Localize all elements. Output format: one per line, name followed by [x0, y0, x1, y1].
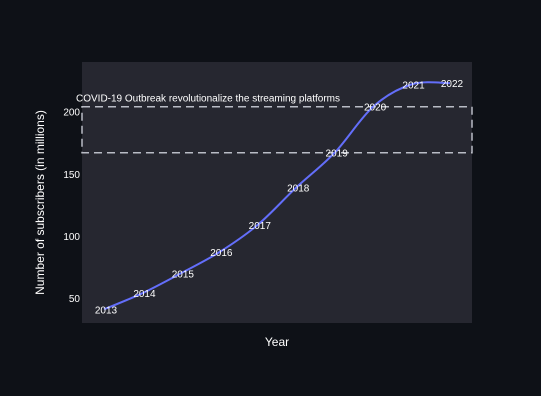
point-label: 2013	[95, 305, 118, 316]
point-label: 2022	[441, 79, 464, 90]
point-label: 2019	[326, 149, 349, 160]
y-axis-label: Number of subscribers (in millions)	[33, 110, 47, 295]
annotation-text: COVID-19 Outbreak revolutionalize the st…	[76, 94, 340, 105]
y-tick-label: 100	[63, 232, 80, 243]
point-label: 2017	[249, 221, 272, 232]
annotation-box	[81, 105, 473, 154]
y-tick-label: 200	[63, 108, 80, 119]
x-axis-label: Year	[265, 335, 289, 349]
point-label: 2020	[364, 103, 387, 114]
point-label: 2016	[210, 248, 233, 259]
point-label: 2015	[172, 269, 195, 280]
y-tick-label: 150	[63, 170, 80, 181]
plot-area	[82, 62, 472, 323]
series-line	[103, 81, 451, 311]
y-tick-label: 50	[69, 294, 81, 305]
point-label: 2018	[287, 184, 310, 195]
point-label: 2021	[402, 80, 425, 91]
point-label: 2014	[133, 289, 156, 300]
